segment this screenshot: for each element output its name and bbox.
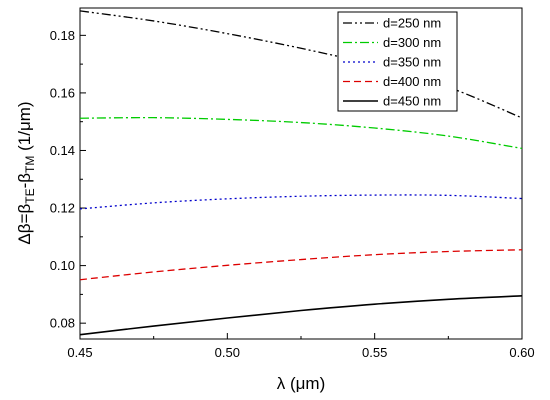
y-tick-label: 0.18 [50,28,75,43]
y-axis-label-unit: (1/μm) [15,101,34,155]
y-axis-label: Δβ=βTE-βTM (1/μm) [15,101,37,244]
legend-entry-label: d=450 nm [383,94,441,109]
legend-entry-label: d=400 nm [383,74,441,89]
legend-entry-label: d=300 nm [383,35,441,50]
x-axis-label: λ (μm) [277,374,326,393]
legend-entry-label: d=250 nm [383,16,441,31]
y-tick-label: 0.10 [50,258,75,273]
series-line-d350 [79,194,523,210]
series-line-d300 [79,116,523,150]
y-axis-ticks: 0.08 0.10 0.12 0.14 0.16 0.18 [50,28,86,331]
legend-entry-label: d=350 nm [383,55,441,70]
y-tick-label: 0.12 [50,201,75,216]
y-axis-label-lhs: Δβ=β [15,204,34,245]
series-line-d450 [79,295,523,336]
x-tick-label: 0.55 [362,345,387,360]
x-tick-label: 0.45 [67,345,92,360]
y-tick-label: 0.16 [50,85,75,100]
x-tick-label: 0.60 [509,345,534,360]
y-axis-label-mid: -β [15,173,34,189]
legend-box [337,11,458,112]
y-axis-label-sub-tm: TM [23,156,37,173]
x-tick-label: 0.50 [215,345,240,360]
x-axis-ticks: 0.45 0.50 0.55 0.60 [67,333,535,360]
legend: d=250 nm d=300 nm d=350 nm d=400 nm d=450 nm [337,11,458,112]
y-tick-label: 0.08 [50,316,75,331]
y-axis-label-sub-te: TE [23,188,37,203]
y-tick-label: 0.14 [50,143,75,158]
series-line-d400 [79,249,523,281]
